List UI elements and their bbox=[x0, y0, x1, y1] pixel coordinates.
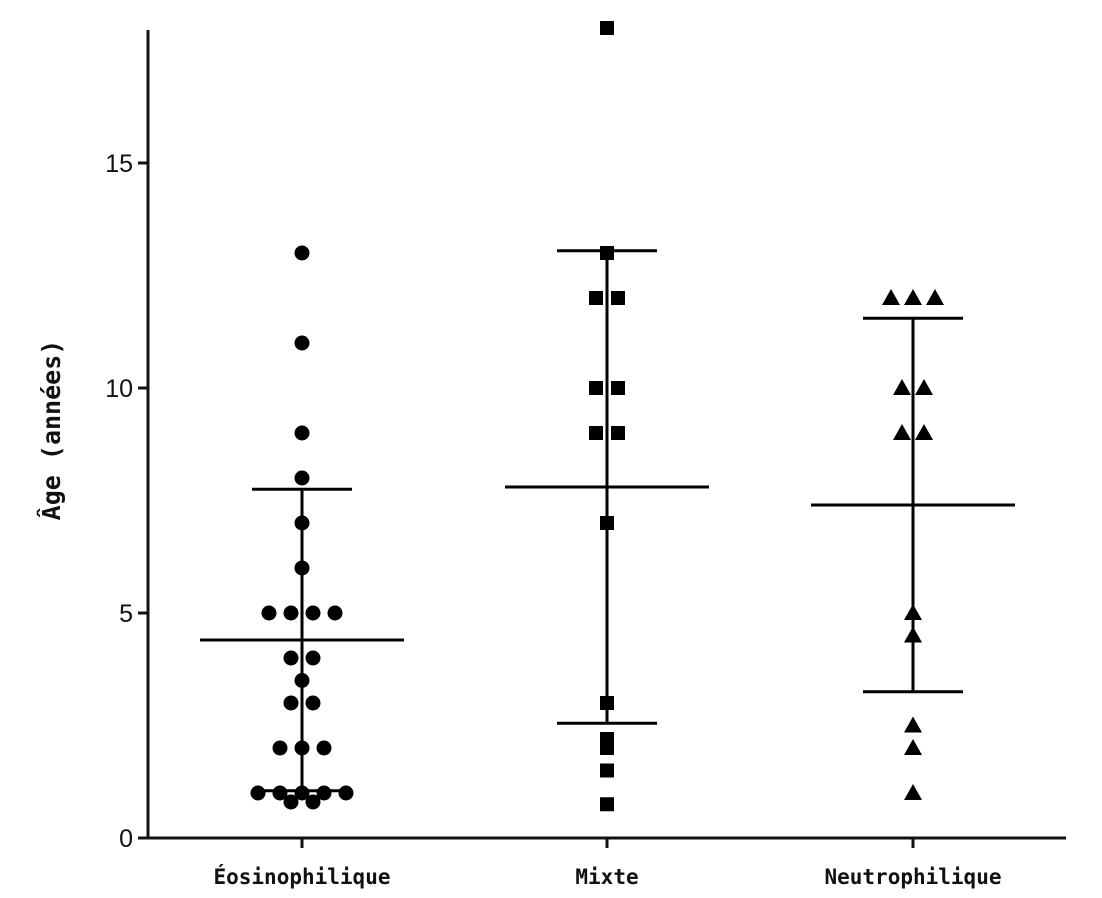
data-point-square bbox=[600, 21, 614, 35]
data-point-circle bbox=[283, 794, 299, 810]
data-point-circle bbox=[283, 695, 299, 711]
data-point-square bbox=[611, 291, 625, 305]
axes: 0 5 10 15 Éosinophilique Mixte Neutrophilique bbox=[105, 30, 1066, 889]
y-tick-label: 0 bbox=[119, 825, 133, 853]
x-tick-label: Neutrophilique bbox=[824, 865, 1001, 889]
data-point-triangle bbox=[915, 424, 933, 440]
data-point-square bbox=[589, 381, 603, 395]
x-tick-label: Mixte bbox=[575, 865, 638, 889]
data-point-square bbox=[611, 426, 625, 440]
data-point-triangle bbox=[893, 379, 911, 395]
data-point-triangle bbox=[882, 289, 900, 305]
data-point-square bbox=[600, 732, 614, 746]
data-point-square bbox=[600, 797, 614, 812]
data-point-circle bbox=[294, 335, 310, 351]
data-point-circle bbox=[305, 794, 321, 810]
data-point-circle bbox=[305, 605, 321, 621]
y-tick-label: 15 bbox=[105, 150, 133, 178]
x-tick-label: Éosinophilique bbox=[213, 864, 390, 889]
data-point-triangle bbox=[915, 379, 933, 395]
y-axis-title: Âge (années) bbox=[37, 340, 66, 521]
data-point-square bbox=[600, 763, 614, 778]
data-marks bbox=[250, 21, 944, 812]
data-point-triangle bbox=[904, 739, 922, 755]
y-tick-label: 5 bbox=[119, 600, 133, 628]
data-point-circle bbox=[316, 740, 332, 756]
error-bars bbox=[200, 249, 1015, 793]
data-point-circle bbox=[294, 245, 310, 261]
data-point-triangle bbox=[904, 289, 922, 305]
data-point-triangle bbox=[926, 289, 944, 305]
data-point-circle bbox=[338, 785, 354, 801]
data-point-triangle bbox=[904, 784, 922, 800]
data-point-circle bbox=[283, 605, 299, 621]
data-point-circle bbox=[305, 650, 321, 666]
data-point-circle bbox=[250, 785, 266, 801]
data-point-circle bbox=[305, 695, 321, 711]
data-point-circle bbox=[294, 425, 310, 441]
y-tick-label: 10 bbox=[105, 375, 133, 403]
data-point-circle bbox=[283, 650, 299, 666]
data-point-circle bbox=[294, 470, 310, 486]
data-point-square bbox=[589, 291, 603, 305]
data-point-square bbox=[589, 426, 603, 440]
data-point-triangle bbox=[893, 424, 911, 440]
data-point-circle bbox=[327, 605, 343, 621]
data-point-circle bbox=[272, 740, 288, 756]
data-point-circle bbox=[261, 605, 277, 621]
data-point-triangle bbox=[904, 716, 922, 733]
data-point-square bbox=[611, 381, 625, 395]
